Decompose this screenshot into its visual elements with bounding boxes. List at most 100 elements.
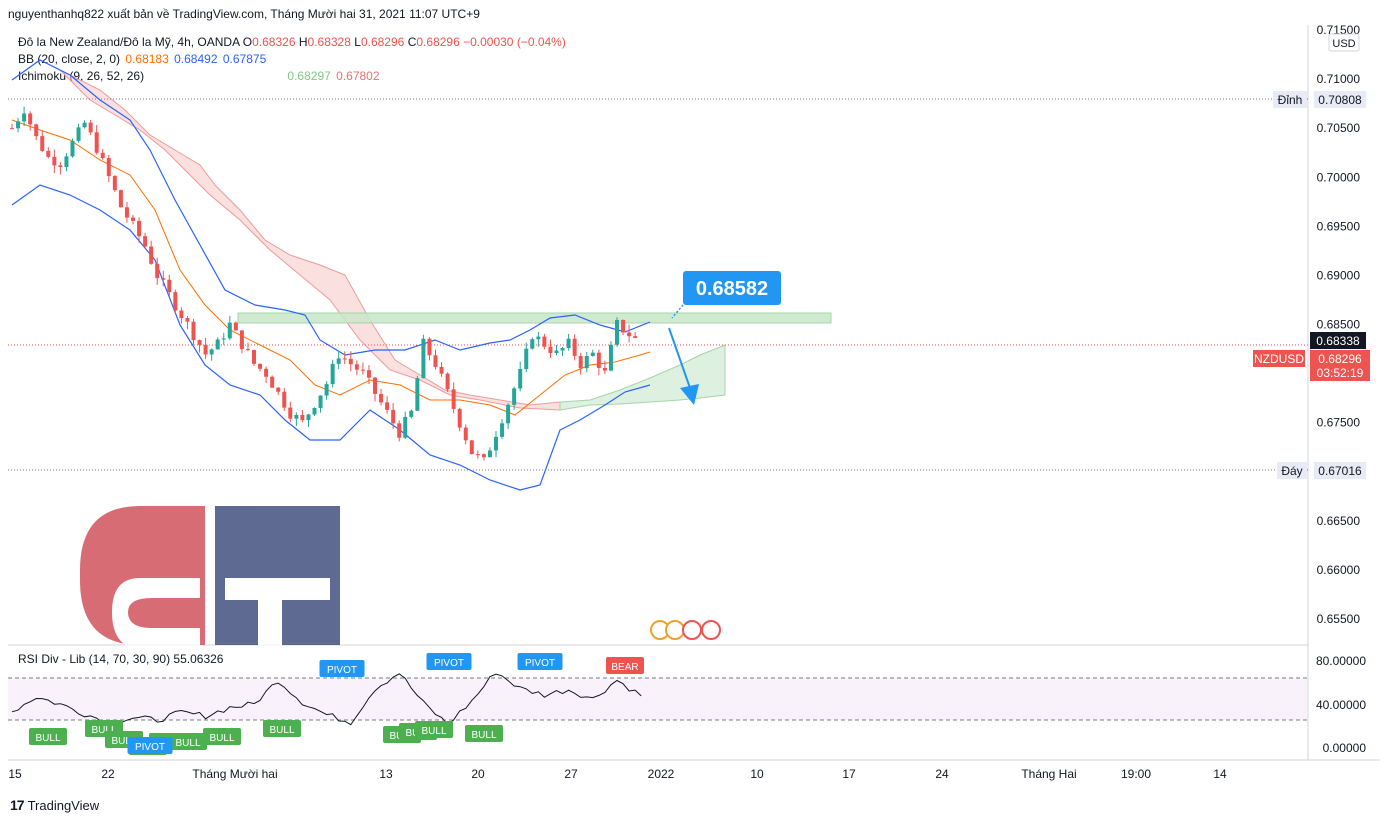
candle-body[interactable] [578, 355, 583, 369]
candle-body[interactable] [409, 410, 414, 417]
candle-body[interactable] [64, 156, 69, 167]
candle-body[interactable] [131, 217, 135, 221]
candle-body[interactable] [627, 332, 632, 337]
candle-body[interactable] [276, 387, 281, 392]
candle-body[interactable] [542, 336, 547, 347]
resistance-zone[interactable] [237, 312, 832, 324]
footer-brand[interactable]: 17 TradingView [10, 797, 99, 813]
candle-body[interactable] [336, 358, 341, 364]
candle-body[interactable] [10, 128, 14, 130]
candle-body[interactable] [137, 220, 142, 237]
candle-body[interactable] [421, 338, 426, 379]
candle-body[interactable] [209, 349, 214, 355]
candle-body[interactable] [112, 176, 117, 191]
candle-body[interactable] [191, 321, 196, 341]
candle-body[interactable] [270, 376, 275, 388]
candle-body[interactable] [88, 122, 93, 133]
candle-body[interactable] [487, 450, 492, 458]
candle-body[interactable] [82, 122, 87, 128]
bb-label[interactable]: BB (20, close, 2, 0) [18, 52, 121, 66]
candle-body[interactable] [621, 319, 626, 333]
candle-body[interactable] [185, 318, 190, 322]
candle-body[interactable] [415, 378, 420, 411]
candle-body[interactable] [239, 330, 244, 350]
resistance-callout[interactable]: 0.68582 [671, 271, 781, 319]
candle-body[interactable] [512, 388, 517, 405]
candle-body[interactable] [203, 344, 208, 355]
candle-body[interactable] [40, 136, 45, 151]
candle-body[interactable] [379, 393, 384, 403]
candle-body[interactable] [572, 338, 577, 356]
rsi-label[interactable]: RSI Div - Lib (14, 70, 30, 90) [18, 652, 171, 666]
candle-body[interactable] [264, 368, 269, 377]
candle-body[interactable] [403, 416, 408, 438]
candle-body[interactable] [106, 157, 111, 177]
currency-badge[interactable] [1328, 33, 1360, 52]
candle-body[interactable] [252, 350, 256, 364]
time-axis[interactable]: 15 22 Tháng Mười hai 13 20 27 2022 10 17 24 Tháng … [8, 767, 1227, 781]
candle-body[interactable] [445, 373, 450, 390]
rsi-axis[interactable]: 80.00000 40.00000 0.00000 [1316, 654, 1366, 755]
candle-body[interactable] [173, 292, 178, 311]
candle-body[interactable] [536, 336, 541, 340]
candle-body[interactable] [530, 339, 535, 349]
candle-body[interactable] [506, 404, 511, 424]
candle-body[interactable] [118, 190, 123, 208]
candle-body[interactable] [494, 436, 498, 451]
candle-body[interactable] [590, 352, 595, 356]
candle-body[interactable] [439, 366, 444, 374]
candle-body[interactable] [475, 454, 480, 456]
candle-body[interactable] [615, 319, 619, 345]
candle-body[interactable] [233, 322, 238, 331]
candle-body[interactable] [100, 152, 105, 158]
candle-body[interactable] [560, 348, 565, 351]
candle-body[interactable] [124, 207, 129, 218]
candle-body[interactable] [306, 414, 311, 421]
candle-body[interactable] [348, 358, 353, 365]
candle-body[interactable] [354, 364, 359, 370]
candle-body[interactable] [22, 113, 27, 122]
candle-body[interactable] [318, 395, 323, 408]
candle-body[interactable] [288, 407, 293, 419]
candle-body[interactable] [76, 127, 81, 141]
candle-body[interactable] [179, 310, 184, 319]
candle-body[interactable] [28, 113, 33, 125]
candle-body[interactable] [427, 338, 432, 356]
candle-body[interactable] [167, 279, 172, 293]
candle-body[interactable] [518, 369, 523, 389]
candle-body[interactable] [469, 440, 474, 455]
candle-body[interactable] [227, 322, 232, 339]
candle-body[interactable] [324, 384, 329, 396]
candle-body[interactable] [155, 263, 160, 279]
candle-body[interactable] [554, 350, 559, 354]
candle-body[interactable] [258, 363, 263, 369]
candle-body[interactable] [391, 409, 396, 424]
candle-body[interactable] [385, 402, 390, 410]
candle-body[interactable] [596, 352, 601, 368]
candle-body[interactable] [360, 369, 365, 371]
ichimoku-label[interactable]: Ichimoku (9, 26, 52, 26) [18, 69, 145, 83]
candle-body[interactable] [94, 132, 99, 153]
candle-body[interactable] [215, 339, 220, 350]
candle-body[interactable] [16, 121, 21, 129]
candle-body[interactable] [245, 349, 250, 351]
candle-body[interactable] [342, 358, 347, 360]
candle-body[interactable] [294, 414, 299, 419]
candle-body[interactable] [524, 348, 529, 370]
candle-body[interactable] [481, 454, 486, 458]
candle-body[interactable] [584, 355, 589, 369]
candle-body[interactable] [161, 278, 166, 280]
economic-event-icons[interactable] [650, 620, 721, 640]
candle-body[interactable] [633, 336, 638, 338]
candle-body[interactable] [330, 363, 335, 385]
candle-body[interactable] [463, 427, 468, 441]
candle-body[interactable] [34, 124, 39, 137]
candle-body[interactable] [52, 156, 57, 166]
candle-body[interactable] [457, 408, 462, 428]
candle-body[interactable] [300, 414, 305, 421]
candle-body[interactable] [143, 236, 148, 247]
down-arrow[interactable] [668, 327, 699, 405]
candle-body[interactable] [312, 407, 317, 415]
candle-body[interactable] [221, 338, 226, 340]
candle-body[interactable] [500, 423, 505, 437]
